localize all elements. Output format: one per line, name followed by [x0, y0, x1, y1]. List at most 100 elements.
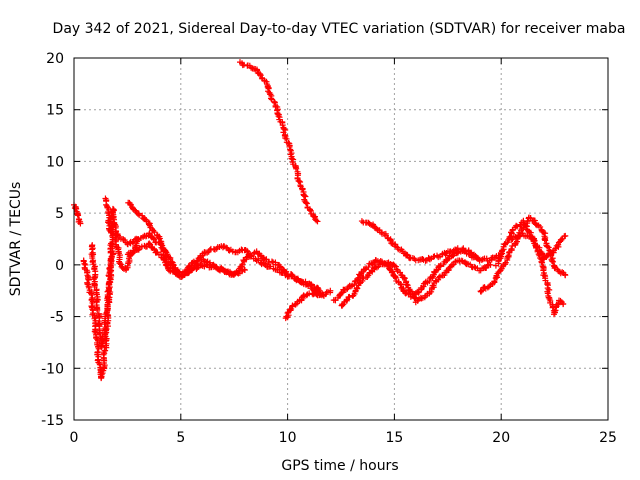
data-point: [156, 235, 163, 242]
data-point: [102, 347, 109, 354]
data-point: [539, 251, 546, 258]
data-point: [296, 178, 303, 185]
data-point: [198, 262, 205, 269]
data-point: [194, 264, 201, 271]
data-point: [172, 270, 179, 277]
y-axis-label: SDTVAR / TECUs: [8, 182, 24, 297]
data-point: [389, 268, 396, 275]
y-tick-label: -15: [41, 413, 64, 429]
series-late-b: [338, 257, 494, 309]
data-point: [303, 200, 310, 207]
data-point: [415, 289, 422, 296]
data-point: [107, 276, 114, 283]
data-point: [241, 267, 248, 274]
data-point: [257, 72, 264, 79]
data-point: [145, 221, 152, 228]
data-point: [454, 245, 461, 252]
data-point: [532, 221, 539, 228]
data-point: [146, 240, 153, 247]
data-point: [562, 272, 569, 279]
data-point: [554, 301, 561, 308]
data-point: [151, 236, 158, 243]
y-tick-label: 5: [55, 206, 64, 222]
data-point: [346, 293, 353, 300]
data-point: [508, 236, 515, 243]
data-point: [403, 281, 410, 288]
data-point: [307, 281, 314, 288]
data-point: [435, 274, 442, 281]
data-point: [285, 139, 292, 146]
y-tick-label: 10: [46, 154, 64, 170]
data-point: [509, 242, 516, 249]
x-tick-label: 15: [385, 430, 403, 446]
data-point: [88, 290, 95, 297]
data-point: [288, 155, 295, 162]
data-point: [123, 265, 130, 272]
plot-frame: [73, 57, 609, 421]
series-evening-b: [492, 217, 567, 318]
data-point: [537, 223, 544, 230]
data-point: [545, 244, 552, 251]
data-point: [240, 61, 247, 68]
chart-title: Day 342 of 2021, Sidereal Day-to-day VTE…: [53, 21, 626, 37]
data-point: [562, 232, 569, 239]
data-point: [77, 220, 84, 227]
data-point: [98, 371, 105, 378]
data-point: [444, 256, 451, 263]
data-point: [288, 271, 295, 278]
y-tick-label: -10: [41, 361, 64, 377]
series-late-c: [358, 218, 505, 264]
data-point: [306, 206, 313, 213]
y-tick-label: -5: [50, 310, 64, 326]
data-point: [408, 288, 415, 295]
data-point: [557, 297, 564, 304]
x-tick-label: 0: [70, 430, 79, 446]
data-point: [150, 235, 157, 242]
series-evening-c: [508, 230, 569, 263]
series-rise: [282, 288, 327, 322]
x-tick-label: 20: [492, 430, 510, 446]
data-point: [170, 268, 177, 275]
series-wave-b: [113, 230, 334, 299]
data-point: [257, 70, 264, 77]
y-tick-label: 0: [55, 258, 64, 274]
data-point: [75, 212, 82, 219]
data-point: [392, 263, 399, 270]
data-point: [477, 288, 484, 295]
data-point: [74, 211, 81, 218]
data-point: [84, 275, 91, 282]
y-tick-label: 15: [46, 103, 64, 119]
data-point: [418, 295, 425, 302]
series-descent: [237, 59, 321, 225]
data-point: [560, 301, 567, 308]
data-point: [224, 268, 231, 275]
data-point: [549, 257, 556, 264]
data-point: [248, 64, 255, 71]
data-point: [116, 260, 123, 267]
data-point: [392, 273, 399, 280]
data-point: [268, 258, 275, 265]
data-point: [206, 247, 213, 254]
data-point: [391, 262, 398, 269]
data-point: [471, 263, 478, 270]
data-point: [401, 275, 408, 282]
data-point: [91, 328, 98, 335]
data-point: [275, 113, 282, 120]
data-point: [163, 262, 170, 269]
data-point: [240, 257, 247, 264]
data-point: [327, 287, 334, 294]
data-point: [499, 247, 506, 254]
series-wave-a: [125, 199, 323, 294]
data-point: [160, 256, 167, 263]
data-point: [491, 278, 498, 285]
data-point: [320, 292, 327, 299]
data-point: [428, 288, 435, 295]
tick-layer: 0 5 10 15 20 25 -15 -10 -5 0 5 10 15 20: [41, 51, 617, 446]
data-point: [102, 324, 109, 331]
data-point: [314, 218, 321, 225]
data-point: [486, 283, 493, 290]
series-dip2: [88, 220, 117, 351]
data-point: [302, 199, 309, 206]
data-points-layer: [71, 59, 569, 382]
